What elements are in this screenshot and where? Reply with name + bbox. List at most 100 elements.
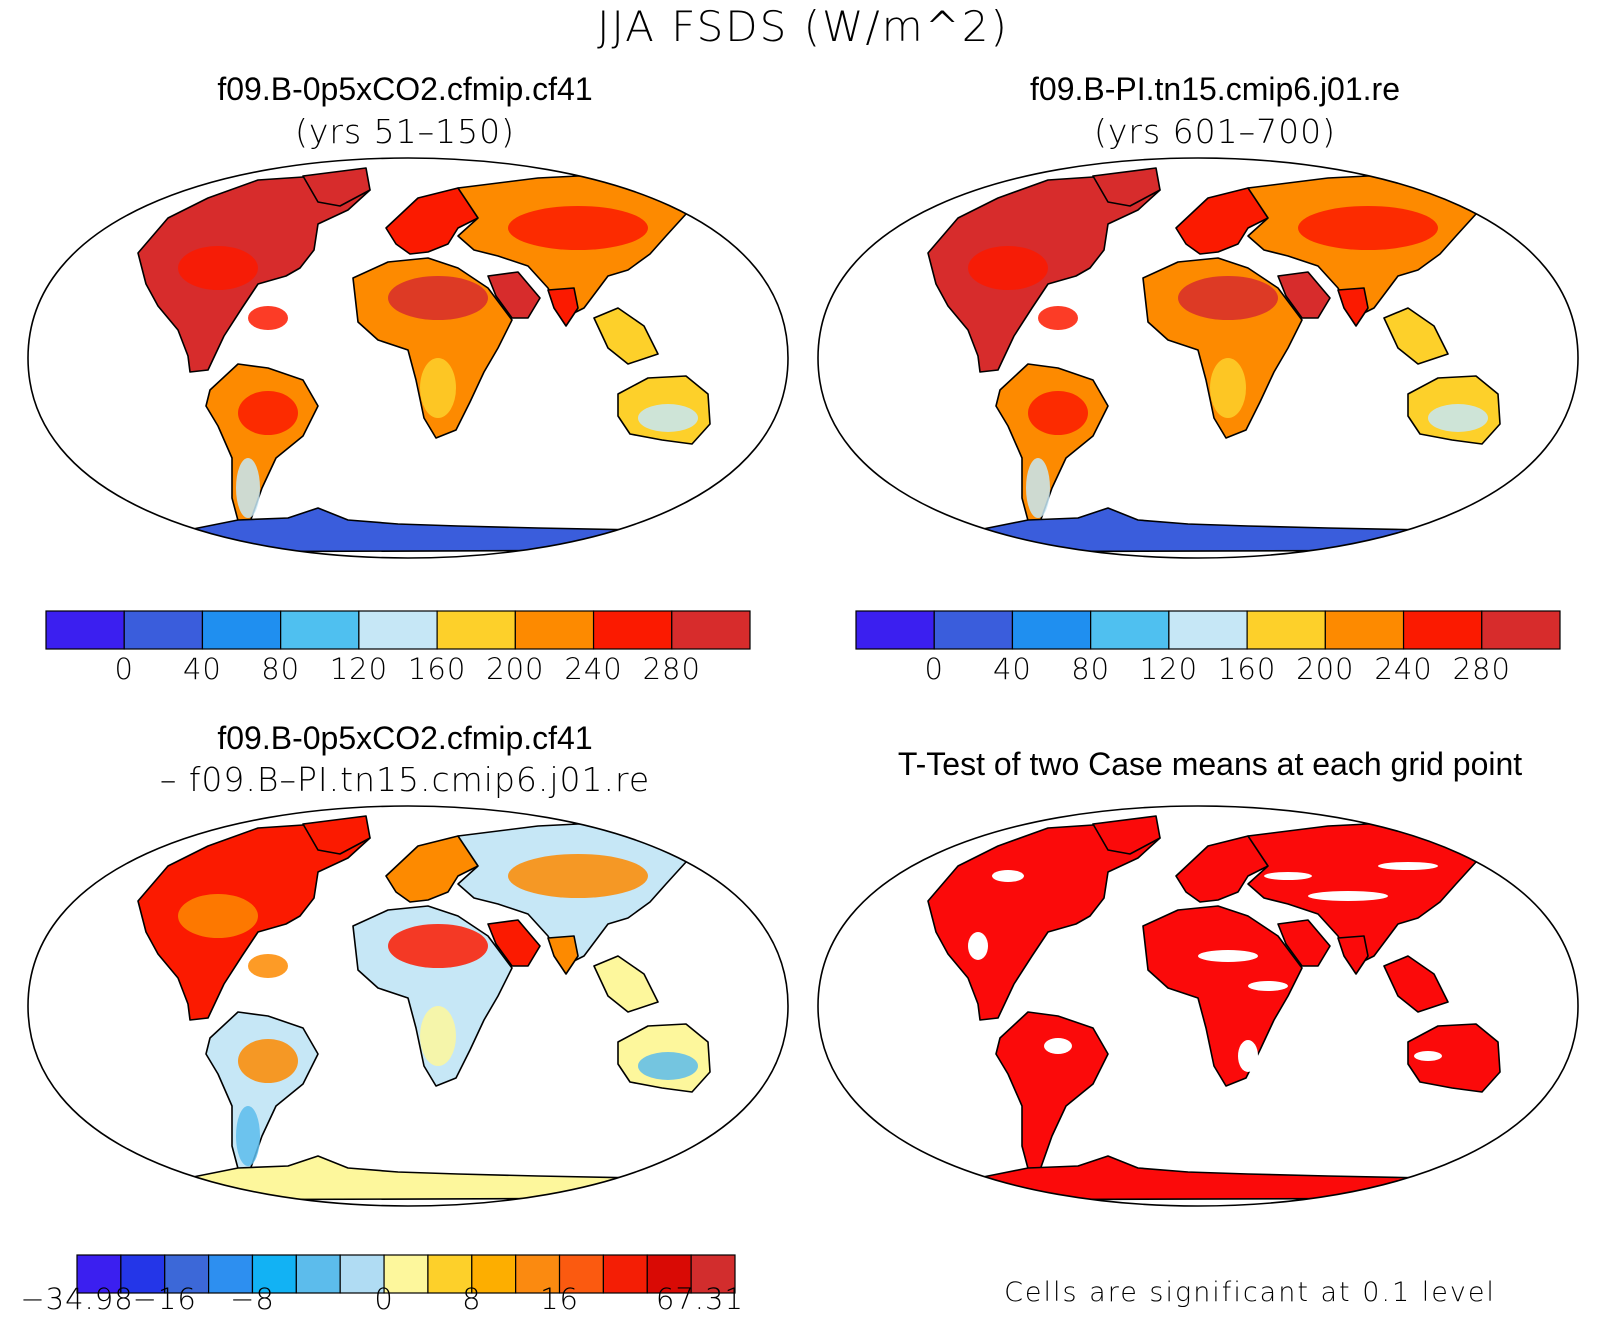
landmass-india — [1337, 935, 1369, 975]
map-bottom-right — [817, 805, 1579, 1207]
landmass-greenland — [302, 815, 371, 855]
color-patch — [1038, 306, 1078, 330]
color-patch — [236, 458, 260, 518]
landmass-seasia — [593, 307, 659, 365]
color-patch — [1026, 458, 1050, 518]
colorbar-labels-top-right: 0 40 80 120 160 200 240 280 — [856, 652, 1560, 692]
non-significant-cell — [1198, 950, 1258, 962]
non-significant-cell — [968, 932, 988, 960]
colorbar-swatch — [1324, 610, 1405, 650]
colorbar-tick-label: 160 — [407, 652, 467, 686]
colorbar-swatch — [164, 1254, 210, 1294]
colorbar-swatch — [436, 610, 516, 650]
figure-title: JJA FSDS (W/m^2) — [597, 2, 1009, 51]
colorbar-swatch — [690, 1254, 736, 1294]
landmass-europe — [385, 835, 489, 903]
color-patch — [178, 246, 258, 290]
color-patch — [178, 894, 258, 938]
colorbar-tick-label: 0 — [374, 1282, 394, 1316]
colorbar-swatch — [123, 610, 204, 650]
colorbar-swatch — [671, 610, 751, 650]
landmass-samerica — [995, 1011, 1109, 1177]
colorbar-swatch — [1481, 610, 1561, 650]
non-significant-cell — [1044, 1038, 1072, 1054]
colorbar-swatch — [208, 1254, 254, 1294]
colorbar-tick-label: 67.31 — [655, 1282, 744, 1316]
color-patch — [638, 404, 698, 432]
color-patch — [1028, 391, 1088, 435]
landmass-arabia — [487, 919, 541, 967]
landmass-arabia — [1277, 919, 1331, 967]
colorbar-swatch — [45, 610, 125, 650]
landmass-greenland — [302, 167, 371, 207]
color-patch — [248, 306, 288, 330]
colorbar-swatch — [1011, 610, 1092, 650]
non-significant-cell — [1238, 1040, 1258, 1072]
color-patch — [236, 1106, 260, 1166]
color-patch — [1298, 206, 1438, 250]
colorbar-tick-label: 160 — [1217, 652, 1277, 686]
colorbar-swatch — [1168, 610, 1248, 650]
map-border — [27, 805, 789, 1207]
color-patch — [238, 1039, 298, 1083]
colorbar-swatch — [251, 1254, 297, 1294]
non-significant-cell — [1248, 981, 1288, 991]
colorbar-swatch — [339, 1254, 385, 1294]
panel-subtitle-bottom-left: – f09.B–PI.tn15.cmip6.j01.re — [159, 760, 651, 799]
colorbar-tick-label: 240 — [1374, 652, 1433, 686]
colorbar-tick-label: 0 — [114, 652, 134, 686]
panel-title-top-right: f09.B-PI.tn15.cmip6.j01.re — [1030, 71, 1400, 107]
colorbar-labels-top-left: 0 40 80 120 160 200 240 280 — [46, 652, 750, 692]
landmass-greenland — [1092, 815, 1161, 855]
colorbar-tick-label: 8 — [462, 1282, 482, 1316]
color-patch — [388, 276, 488, 320]
color-patch — [508, 206, 648, 250]
landmass-india — [547, 935, 579, 975]
colorbar-bottom-left — [76, 1254, 736, 1294]
colorbar-swatch — [592, 610, 673, 650]
colorbar-tick-label: −34.98 — [20, 1282, 134, 1316]
colorbar-swatch — [515, 1254, 561, 1294]
colorbar-swatch — [1246, 610, 1326, 650]
color-patch — [1428, 404, 1488, 432]
colorbar-swatch — [471, 1254, 517, 1294]
landmass-europe — [1175, 835, 1279, 903]
colorbar-tick-label: 200 — [486, 652, 545, 686]
color-patch — [248, 954, 288, 978]
colorbar-labels-bottom-left: −34.98 −16 −8 0 8 16 67.31 — [20, 1282, 743, 1322]
landmass-seasia — [1383, 955, 1449, 1013]
panel-title-top-left: f09.B-0p5xCO2.cfmip.cf41 — [217, 71, 593, 107]
map-border — [817, 157, 1579, 559]
color-patch — [1178, 276, 1278, 320]
non-significant-cell — [1378, 862, 1438, 870]
map-bottom-left — [27, 805, 789, 1207]
landmass-india — [547, 287, 579, 327]
colorbar-tick-label: −16 — [132, 1282, 197, 1316]
colorbar-swatch — [427, 1254, 473, 1294]
landmass-india — [1337, 287, 1369, 327]
landmass-europe — [1175, 187, 1279, 255]
colorbar-tick-label: −8 — [230, 1282, 275, 1316]
non-significant-cell — [1308, 891, 1388, 901]
non-significant-cell — [1414, 1051, 1442, 1061]
non-significant-cell — [992, 870, 1024, 882]
colorbar-tick-label: 0 — [924, 652, 944, 686]
colorbar-tick-label: 280 — [642, 652, 701, 686]
colorbar-swatch — [280, 610, 360, 650]
colorbar-tick-label: 16 — [540, 1282, 579, 1316]
colorbar-swatch — [514, 610, 595, 650]
colorbar-swatch — [201, 610, 282, 650]
colorbar-swatch — [1090, 610, 1170, 650]
colorbar-swatch — [602, 1254, 648, 1294]
landmass-africa — [1142, 905, 1303, 1087]
map-border — [27, 157, 789, 559]
colorbar-tick-label: 280 — [1452, 652, 1511, 686]
colorbar-tick-label: 40 — [182, 652, 222, 686]
colorbar-tick-label: 200 — [1296, 652, 1355, 686]
landmass-seasia — [593, 955, 659, 1013]
colorbar-tick-label: 80 — [261, 652, 301, 686]
landmass-arabia — [1277, 271, 1331, 319]
colorbar-swatch — [855, 610, 935, 650]
colorbar-swatch — [933, 610, 1014, 650]
color-patch — [238, 391, 298, 435]
